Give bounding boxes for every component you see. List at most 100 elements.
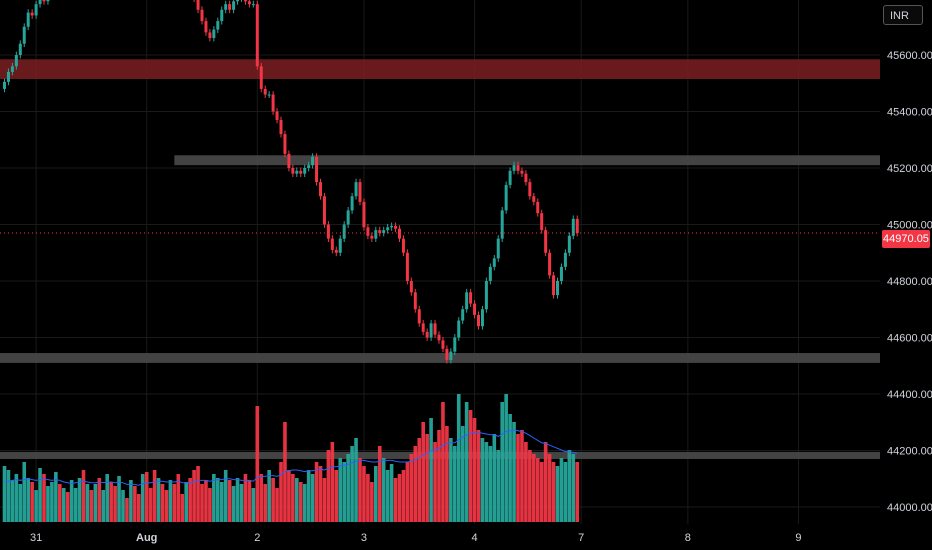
candle (508, 167, 512, 189)
candle (236, 0, 240, 5)
candle (193, 0, 195, 2)
candle-body (516, 165, 520, 171)
candle (251, 0, 255, 8)
volume-bar (184, 482, 188, 522)
volume-bar (488, 446, 493, 522)
candle-body (299, 170, 303, 174)
volume-bar (539, 462, 544, 522)
volume-bar (476, 430, 481, 522)
candle-body (224, 4, 228, 10)
volume-bar (405, 462, 410, 522)
candle (346, 206, 350, 228)
candle (488, 263, 492, 285)
resistance-zone (0, 59, 880, 80)
volume-bar (65, 492, 70, 522)
volume-bar (342, 462, 346, 522)
volume-bar (263, 484, 267, 522)
candle (374, 226, 378, 243)
candle-body (370, 235, 374, 239)
candle-body (287, 153, 291, 168)
candle (480, 305, 484, 330)
candle-body (401, 238, 405, 253)
candle-body (10, 66, 14, 72)
volume-bar (366, 474, 370, 522)
volume-bar (374, 466, 378, 522)
candle (275, 108, 279, 124)
volume-bar (180, 494, 185, 522)
y-tick-label: 45600.00 (887, 50, 932, 62)
candle-body (441, 340, 445, 349)
candle (315, 153, 319, 186)
candle (358, 178, 362, 206)
volume-bar (89, 490, 94, 522)
candle (38, 0, 42, 8)
candle-body (34, 4, 38, 16)
candle-body (303, 168, 307, 174)
candle-body (520, 170, 524, 174)
candle (26, 9, 30, 31)
volume-bar (69, 480, 74, 522)
candle-body (449, 351, 453, 361)
candle-body (488, 266, 492, 281)
candle-body (378, 230, 382, 233)
candle (295, 167, 299, 178)
volume-bar (267, 470, 271, 522)
candle (334, 246, 338, 257)
volume-bar (492, 434, 497, 522)
candle (291, 164, 295, 178)
candle-body (255, 4, 259, 67)
candle-body (477, 314, 480, 327)
candle (378, 226, 382, 237)
volume-bar (441, 402, 445, 522)
candle (567, 232, 571, 257)
volume-bar (389, 464, 394, 522)
volume-bar (117, 476, 121, 522)
volume-bar (10, 480, 15, 522)
volume-bar (417, 438, 422, 522)
y-tick-label: 45000.00 (887, 220, 932, 232)
candle-body (457, 320, 461, 338)
candle (500, 206, 504, 243)
candle (433, 319, 437, 339)
volume-bar (381, 458, 386, 522)
candle (241, 0, 242, 2)
volume-bar (393, 478, 398, 522)
candle-body (38, 0, 42, 5)
candle (311, 153, 315, 169)
candle (421, 319, 425, 336)
volume-bar (314, 462, 319, 522)
candle-body (271, 94, 275, 112)
candle (14, 51, 18, 70)
candle (571, 215, 575, 240)
candle-body (334, 249, 338, 253)
candle (429, 319, 433, 341)
volume-bar (318, 466, 323, 522)
candle-body (425, 331, 429, 338)
candle (247, 0, 251, 8)
volume-bar (496, 450, 501, 522)
volume-bar (385, 470, 390, 522)
candle (528, 178, 532, 200)
x-tick-label: 31 (30, 532, 42, 544)
candle (204, 17, 208, 36)
volume-bar (50, 482, 54, 522)
candle (30, 9, 34, 19)
volume-bar (456, 394, 461, 522)
candle-body (559, 266, 563, 281)
candle-body (263, 88, 267, 95)
candle (469, 288, 473, 307)
currency-selector[interactable]: INR (883, 5, 923, 25)
candle (536, 198, 540, 217)
candle-body (275, 111, 279, 120)
y-axis: 45600.00 45400.00 45200.00 45000.00 44800.00… (887, 50, 932, 514)
volume-bar (401, 470, 406, 522)
candle-body (330, 238, 334, 250)
volume-bar (370, 482, 374, 522)
candle-body (46, 0, 50, 2)
volume-bars (2, 394, 580, 522)
candle (354, 178, 358, 200)
volume-bar (30, 482, 34, 522)
volume-bar (326, 450, 331, 522)
candle (366, 223, 370, 240)
